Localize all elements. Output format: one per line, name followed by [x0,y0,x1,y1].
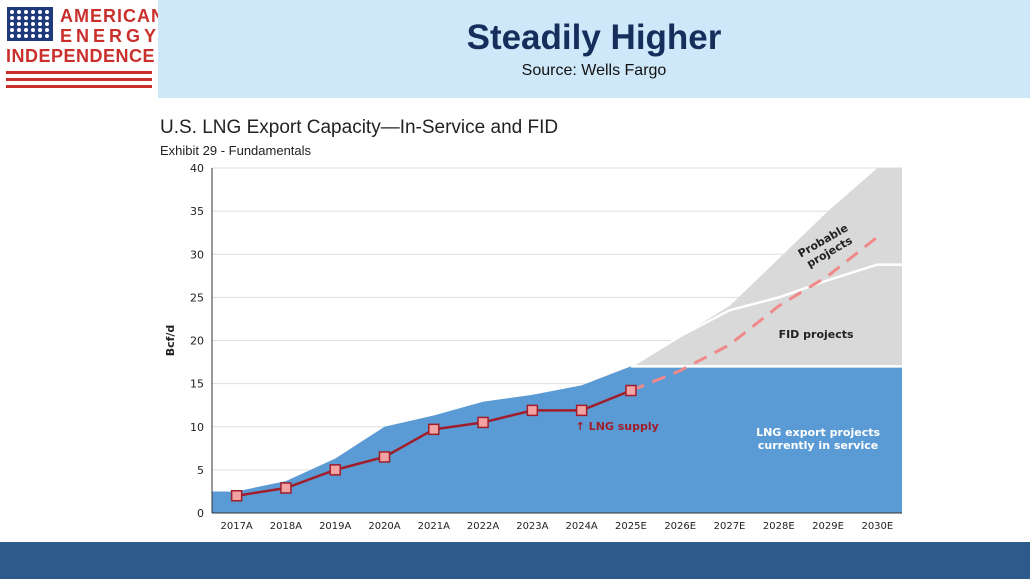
footer-bar [0,542,1030,579]
lng-supply-point [526,404,539,417]
flag-star [17,22,21,26]
flag-star [24,22,28,26]
y-tick-label: 40 [190,162,204,175]
flag-star [38,22,42,26]
y-tick-label: 0 [197,507,204,520]
flag-star [45,16,49,20]
annotation-lng-supply: ↑ LNG supply [576,420,659,433]
x-tick-label: 2030E [861,521,893,532]
chart-subtitle: Exhibit 29 - Fundamentals [160,143,312,158]
lng-supply-point [230,490,243,502]
logo-text-american: AMERICAN [60,6,165,26]
x-tick-label: 2018A [270,521,302,532]
y-tick-label: 30 [190,248,204,261]
flag-star [31,34,35,38]
annotation-fid-projects: FID projects [779,328,854,341]
flag-star [17,16,21,20]
flag-star [31,10,35,14]
us-flag-icon [7,7,53,41]
logo: AMERICAN ENERGY INDEPENDENCE [0,0,164,98]
chart-title: U.S. LNG Export Capacity—In-Service and … [160,117,559,138]
y-tick-label: 25 [190,291,204,304]
lng-supply-point [280,482,292,494]
lng-supply-point [477,416,489,429]
lng-supply-point [575,404,588,417]
x-tick-label: 2020A [368,521,400,532]
fid-boundary-line [630,263,902,368]
flag-star [24,28,28,32]
x-tick-label: 2027E [714,521,746,532]
lng-supply-point [378,451,391,463]
flag-star [17,28,21,32]
y-tick-label: 5 [197,464,204,477]
annotation-in-service: LNG export projects [756,426,880,439]
lng-capacity-chart: 0 5 10 15 20 25 30 35 40 2017A 2018A 2019A 2020A 2021… [164,162,902,532]
lng-supply-estimate-line [630,235,879,392]
x-tick-label: 2025E [615,521,647,532]
x-tick-label: 2017A [220,521,252,532]
flag-star [10,10,14,14]
flag-star [17,10,21,14]
annotation-in-service: currently in service [758,439,878,452]
flag-star [24,10,28,14]
slide-title: Steadily Higher [466,18,722,57]
flag-star [45,10,49,14]
lng-supply-point [625,384,637,397]
x-tick-label: 2026E [664,521,696,532]
flag-star [31,16,35,20]
y-tick-label: 20 [190,335,204,348]
x-tick-label: 2029E [812,521,844,532]
flag-star [31,22,35,26]
flag-star [31,28,35,32]
flag-star [38,16,42,20]
flag-star [38,10,42,14]
y-tick-label: 15 [190,378,204,391]
area-in-service [212,366,902,513]
flag-star [17,34,21,38]
flag-star [45,28,49,32]
x-tick-label: 2021A [418,521,450,532]
logo-stripes [6,71,152,92]
flag-star [10,28,14,32]
flag-star [24,16,28,20]
logo-text-independence: INDEPENDENCE [6,46,156,66]
x-tick-label: 2023A [516,521,548,532]
y-tick-label: 35 [190,205,204,218]
title-banner: Steadily Higher Source: Wells Fargo [158,0,1030,98]
flag-star [24,34,28,38]
x-tick-label: 2024A [565,521,597,532]
x-tick-label: 2028E [763,521,795,532]
logo-text-energy: ENERGY [60,26,161,46]
flag-star [10,16,14,20]
lng-supply-point [428,423,440,436]
y-axis-label: Bcf/d [164,325,177,357]
slide-source: Source: Wells Fargo [521,62,667,79]
x-tick-label: 2019A [319,521,351,532]
x-tick-label: 2022A [467,521,499,532]
y-tick-label: 10 [190,421,204,434]
flag-star [45,22,49,26]
flag-star [10,34,14,38]
flag-star [45,34,49,38]
flag-star [38,34,42,38]
lng-supply-point [329,464,341,476]
flag-star [38,28,42,32]
flag-star [10,22,14,26]
